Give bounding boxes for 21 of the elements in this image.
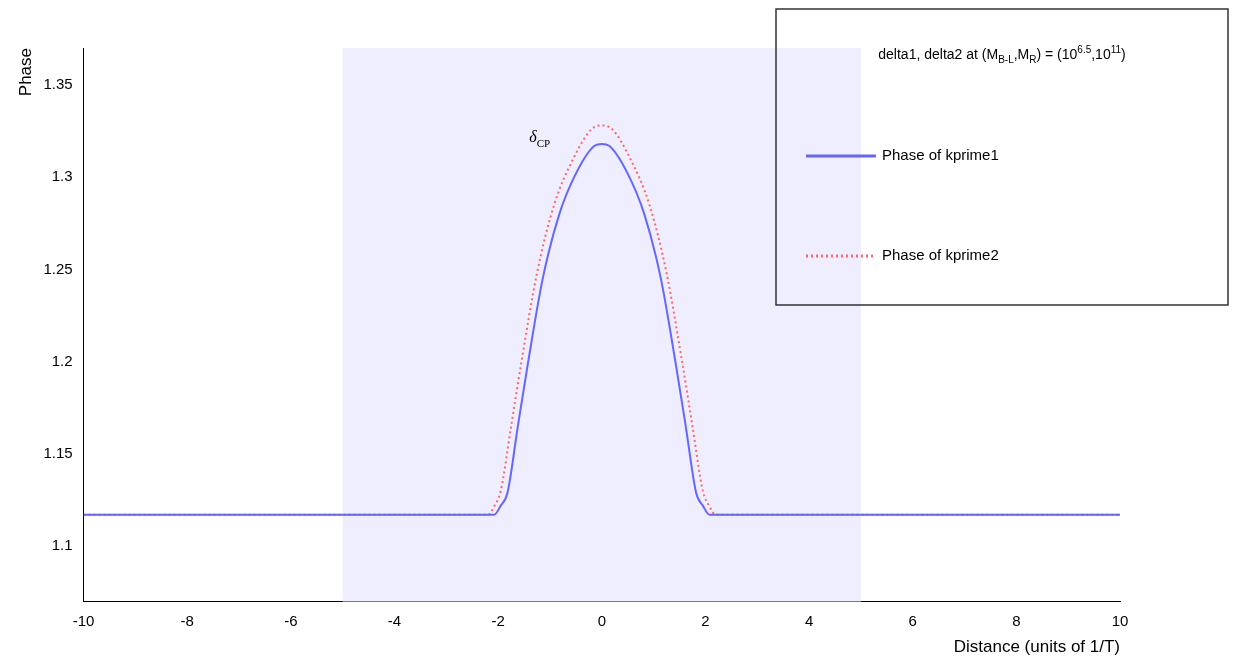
y-tick-label: 1.2 — [51, 351, 73, 369]
x-axis-title: Distance (units of 1/T) — [953, 637, 1120, 657]
y-axis-title: Phase — [15, 48, 35, 97]
legend-label: Phase of kprime2 — [882, 246, 999, 264]
legend-label: Phase of kprime1 — [882, 146, 999, 164]
y-tick-label: 1.25 — [43, 259, 73, 277]
x-tick-label: 4 — [804, 611, 814, 629]
x-tick-label: 0 — [597, 611, 606, 629]
x-tick-label: 2 — [701, 611, 710, 629]
y-tick-label: 1.3 — [51, 167, 73, 185]
x-tick-label: -2 — [491, 611, 505, 629]
y-tick-label: 1.35 — [43, 75, 73, 93]
x-tick-label: -8 — [180, 611, 194, 629]
x-tick-label: 6 — [908, 611, 917, 629]
x-tick-label: -10 — [72, 611, 95, 629]
x-tick-label: -6 — [284, 611, 298, 629]
x-tick-label: 10 — [1111, 611, 1129, 629]
y-tick-label: 1.15 — [43, 444, 73, 462]
y-tick-label: 1.1 — [51, 536, 73, 554]
x-tick-label: -4 — [387, 611, 402, 629]
x-tick-label: 8 — [1012, 611, 1021, 629]
